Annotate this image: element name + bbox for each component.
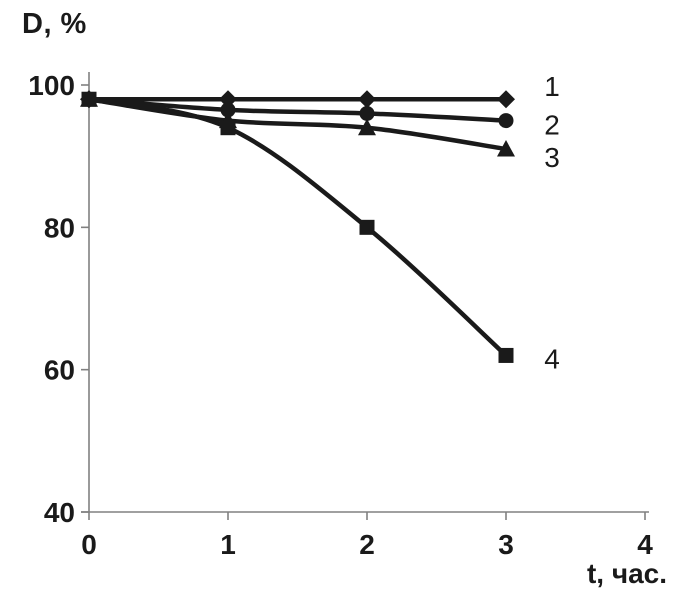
y-tick-label: 60	[44, 355, 75, 386]
series-line-2	[88, 96, 507, 123]
triangle-marker	[358, 118, 376, 136]
x-tick-label: 1	[220, 529, 236, 560]
x-tick-label: 3	[498, 529, 514, 560]
y-tick-label: 100	[28, 70, 75, 101]
y-tick-label: 40	[44, 497, 75, 528]
diamond-marker	[358, 90, 376, 109]
series-line-4	[88, 97, 508, 358]
square-marker	[498, 347, 514, 363]
x-tick-label: 4	[637, 529, 653, 560]
square-marker	[220, 120, 236, 136]
series-label-4: 4	[544, 343, 560, 374]
x-axis-title: t, час.	[586, 558, 667, 589]
circle-marker	[359, 105, 375, 121]
series-label-1: 1	[544, 71, 560, 102]
series-label-3: 3	[544, 142, 560, 173]
square-marker	[81, 91, 97, 107]
diamond-marker	[219, 90, 237, 109]
series-label-2: 2	[544, 110, 560, 141]
diamond-marker	[497, 90, 515, 109]
triangle-marker	[497, 140, 515, 157]
circle-marker	[220, 102, 236, 118]
square-marker	[359, 219, 375, 235]
x-tick-label: 0	[81, 529, 97, 560]
x-tick-label: 2	[359, 529, 375, 560]
circle-marker	[498, 113, 514, 129]
y-tick-label: 80	[44, 212, 75, 243]
y-axis-title: D, %	[22, 8, 87, 40]
